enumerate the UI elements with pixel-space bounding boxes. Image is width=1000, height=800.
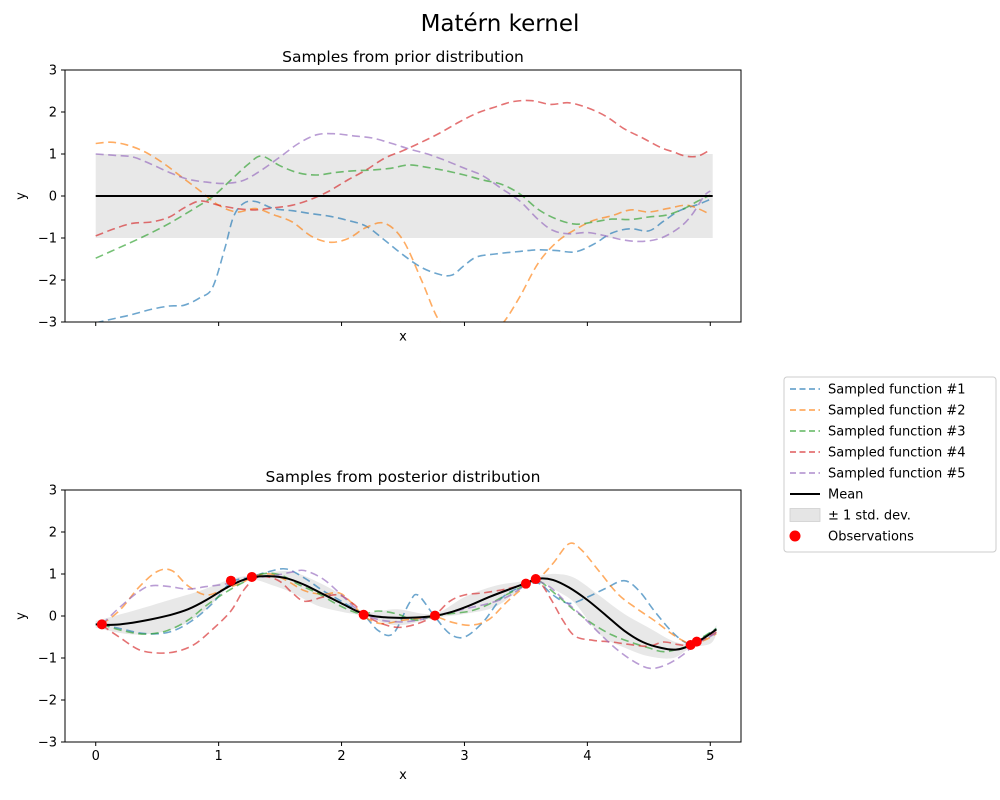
y-tick-label: −2 xyxy=(38,274,57,289)
legend-label: Sampled function #3 xyxy=(828,425,966,440)
legend-std-patch xyxy=(789,508,821,522)
prior-plot: 3 2 1 0 −1 −2 −3 Samples from prior distributio… xyxy=(14,48,742,345)
x-tick-label: 0 xyxy=(92,749,100,764)
observation-point xyxy=(246,571,257,582)
y-axis-label: y xyxy=(14,612,29,620)
y-tick-label: 2 xyxy=(49,526,57,541)
observation-point xyxy=(520,578,531,589)
figure-title: Matérn kernel xyxy=(420,11,580,37)
std-dev-band xyxy=(95,571,717,659)
legend-label: Sampled function #2 xyxy=(828,404,966,419)
sample-curve-4 xyxy=(95,99,711,237)
x-axis-label: x xyxy=(399,768,407,783)
posterior-plot: 0 1 2 3 4 5 3 2 1 0 −1 −2 −3 Samples from posterior d… xyxy=(14,468,742,783)
y-tick-label: 0 xyxy=(49,190,57,205)
observation-point xyxy=(429,610,440,621)
x-tick-label: 5 xyxy=(706,749,714,764)
sample-curve-2 xyxy=(95,141,711,322)
legend-label: Sampled function #5 xyxy=(828,467,966,482)
legend-label: Sampled function #1 xyxy=(828,383,966,398)
legend: Sampled function #1 Sampled function #2 Sa… xyxy=(783,376,997,553)
x-tick-label: 3 xyxy=(460,749,468,764)
x-tick-label: 4 xyxy=(583,749,591,764)
x-tick-label: 2 xyxy=(337,749,345,764)
observation-point xyxy=(691,636,702,647)
observation-point xyxy=(96,619,107,630)
sample-curve-5 xyxy=(101,569,717,670)
legend-label: Mean xyxy=(828,488,863,503)
sample-curve-5 xyxy=(95,132,711,243)
y-tick-label: 1 xyxy=(49,148,57,163)
observation-point xyxy=(530,574,541,585)
sample-curve-4 xyxy=(101,575,717,654)
sample-curve-3 xyxy=(95,155,711,259)
y-tick-label: 0 xyxy=(49,610,57,625)
sample-curve-1 xyxy=(95,198,711,322)
x-axis-label: x xyxy=(399,330,407,345)
mean-curve xyxy=(95,575,717,651)
legend-frame xyxy=(783,376,997,553)
y-tick-label: 3 xyxy=(49,64,57,79)
subplot-title: Samples from posterior distribution xyxy=(266,468,541,486)
y-axis-label: y xyxy=(14,192,29,200)
plot-area xyxy=(95,542,717,670)
x-tick-label: 1 xyxy=(214,749,222,764)
legend-label: Sampled function #4 xyxy=(828,446,966,461)
subplot-title: Samples from prior distribution xyxy=(282,48,524,66)
y-tick-label: −1 xyxy=(38,232,57,247)
y-tick-label: 1 xyxy=(49,568,57,583)
y-tick-label: 3 xyxy=(49,484,57,499)
legend-label: Observations xyxy=(828,530,914,545)
observation-point xyxy=(358,609,369,620)
y-tick-label: −1 xyxy=(38,652,57,667)
y-tick-label: −3 xyxy=(38,316,57,331)
y-tick-label: −3 xyxy=(38,736,57,751)
observation-point xyxy=(225,575,236,586)
plot-area xyxy=(95,99,713,322)
y-tick-label: −2 xyxy=(38,694,57,709)
legend-label: ± 1 std. dev. xyxy=(828,509,911,524)
y-tick-label: 2 xyxy=(49,106,57,121)
legend-observation-marker xyxy=(789,530,801,542)
